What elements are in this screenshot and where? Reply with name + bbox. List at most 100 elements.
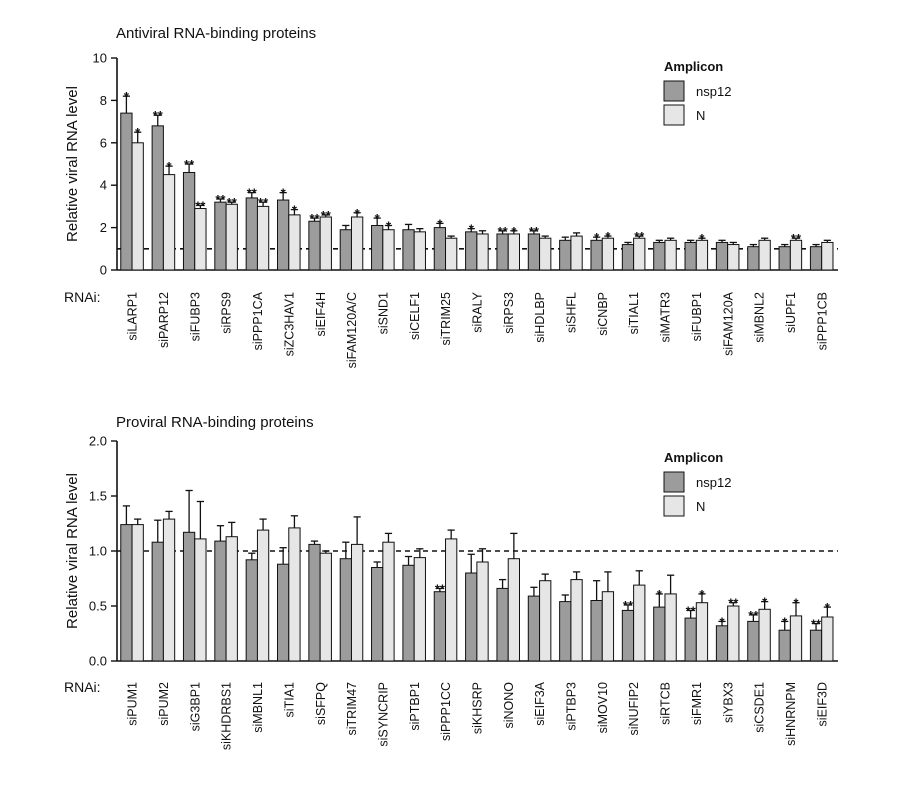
bar-n: [350, 216, 364, 271]
significance-label: **: [184, 157, 195, 172]
significance-label: **: [791, 231, 802, 246]
significance-label: *: [124, 89, 130, 104]
bar-nsp12: [120, 524, 133, 662]
category-label: siRALY: [471, 291, 485, 332]
category-label: siYBX3: [721, 682, 735, 723]
bar-nsp12: [747, 246, 760, 271]
bar-nsp12: [151, 541, 164, 662]
bar-n: [539, 237, 552, 271]
bar-n: [539, 580, 552, 662]
bar-n: [758, 239, 771, 271]
bar-nsp12: [809, 246, 823, 271]
bar-n: [695, 602, 709, 662]
legend-swatch-nsp12: [663, 80, 685, 102]
bar-n: [256, 529, 270, 662]
bar-n: [821, 241, 834, 271]
category-label: siKHSRP: [471, 682, 485, 734]
bar-nsp12: [402, 564, 415, 662]
category-label: siCELF1: [408, 292, 422, 340]
significance-label: **: [498, 224, 509, 239]
bar-n: [162, 518, 176, 662]
y-tick-label: 0.5: [89, 599, 107, 614]
bar-nsp12: [277, 563, 290, 662]
significance-label: **: [686, 603, 697, 618]
category-label: siFAM120A/C: [345, 292, 359, 368]
significance-label: **: [623, 598, 634, 613]
bar-n: [225, 203, 238, 271]
significance-label: *: [605, 229, 611, 244]
bar-n: [789, 615, 803, 662]
bar-n: [382, 229, 395, 271]
category-label: siSND1: [376, 292, 390, 334]
category-label: siG3BP1: [188, 682, 202, 731]
bar-n: [350, 543, 364, 662]
significance-label: **: [321, 208, 332, 223]
category-label: siFUBP3: [188, 292, 202, 341]
legend: Amplicon nsp12 N: [663, 59, 731, 126]
bar-n: [288, 527, 301, 662]
y-tick-label: 4: [100, 178, 107, 193]
category-label: siZC3HAV1: [282, 292, 296, 356]
significance-label: **: [748, 608, 759, 623]
category-label: siPPP1CA: [251, 291, 265, 350]
bar-nsp12: [308, 543, 321, 662]
bar-nsp12: [308, 220, 321, 271]
bar-n: [727, 244, 740, 271]
bar-n: [664, 239, 677, 271]
bar-nsp12: [496, 233, 509, 271]
bar-nsp12: [684, 241, 697, 271]
significance-label: *: [793, 596, 799, 611]
panel-title: Proviral RNA-binding proteins: [116, 414, 314, 431]
significance-label: *: [355, 206, 361, 221]
bar-n: [131, 524, 144, 662]
bar-nsp12: [120, 112, 133, 271]
bar-n: [162, 174, 176, 271]
category-label: siRPS3: [502, 292, 516, 334]
bar-n: [319, 552, 332, 662]
significance-label: *: [699, 231, 705, 246]
y-axis-label: Relative viral RNA level: [64, 473, 81, 629]
category-label: siPTBP3: [565, 682, 579, 731]
legend-label-n: N: [696, 108, 705, 123]
bar-nsp12: [778, 629, 791, 662]
bar-nsp12: [339, 229, 352, 271]
significance-label: **: [247, 186, 258, 201]
bar-nsp12: [559, 601, 572, 662]
category-label: siTIA1: [282, 682, 296, 717]
y-tick-label: 1.0: [89, 544, 107, 559]
significance-label: *: [437, 216, 443, 231]
significance-label: *: [375, 211, 381, 226]
significance-label: **: [227, 195, 238, 210]
category-label: siHNRNPM: [784, 682, 798, 746]
bar-nsp12: [214, 540, 227, 662]
bar-n: [570, 579, 583, 662]
panel-title: Antiviral RNA-binding proteins: [116, 25, 316, 42]
bar-nsp12: [402, 229, 415, 271]
y-tick-label: 1.5: [89, 489, 107, 504]
significance-label: *: [135, 125, 141, 140]
bar-n: [194, 208, 207, 271]
category-label: siSYNCRIP: [376, 682, 390, 747]
significance-label: *: [825, 600, 831, 615]
y-tick-label: 8: [100, 93, 107, 108]
category-label: siFUBP1: [690, 292, 704, 341]
bar-nsp12: [527, 233, 541, 271]
bar-nsp12: [433, 227, 447, 271]
category-label: siSHFL: [565, 292, 579, 333]
legend-swatch-n: [663, 495, 685, 517]
significance-label: **: [529, 224, 540, 239]
bar-n: [131, 142, 144, 271]
significance-label: *: [594, 230, 600, 245]
category-label: siFAM120A: [721, 291, 735, 356]
category-label: siMOV10: [596, 682, 610, 733]
bar-nsp12: [715, 241, 729, 271]
significance-label: **: [153, 108, 164, 123]
bar-nsp12: [653, 241, 666, 271]
significance-label: *: [386, 218, 392, 233]
bar-nsp12: [182, 531, 196, 662]
category-label: siRPS9: [220, 292, 234, 334]
y-tick-label: 6: [100, 135, 107, 150]
category-label: siPTBP1: [408, 682, 422, 731]
bar-n: [507, 233, 521, 271]
